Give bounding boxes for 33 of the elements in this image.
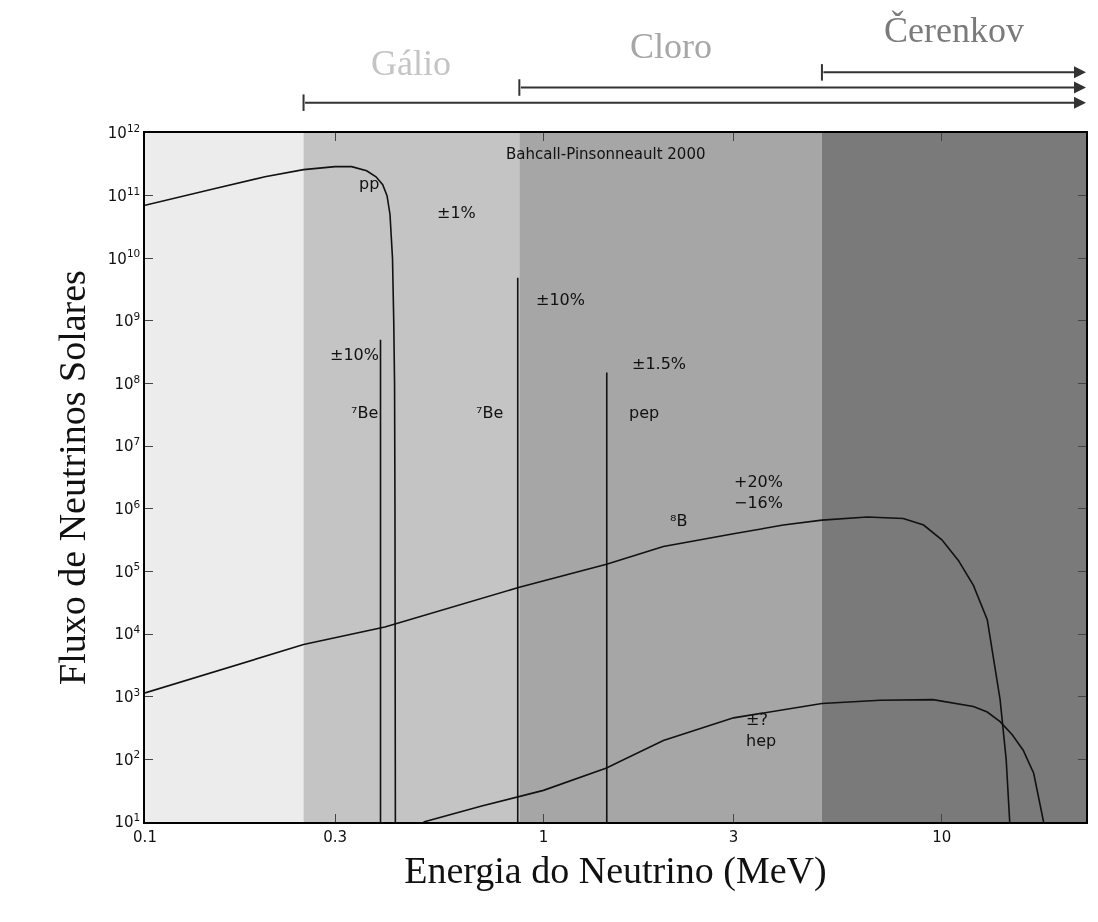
annotation: pp <box>359 174 380 193</box>
annotation: Bahcall-Pinsonneault 2000 <box>506 145 706 163</box>
y-tick-label: 10$^{3}$ <box>114 685 141 706</box>
x-axis-title: Energia do Neutrino (MeV) <box>404 849 827 893</box>
band-label: Gálio <box>371 43 451 83</box>
y-tick-label: 10$^{2}$ <box>114 748 141 769</box>
x-tick-label: 10 <box>932 827 952 846</box>
annotation: ⁷Be <box>476 403 504 422</box>
y-tick-label: 10$^{11}$ <box>107 184 141 205</box>
band-label: Cloro <box>630 26 713 66</box>
y-tick-label: 10$^{5}$ <box>114 560 141 581</box>
y-tick-label: 10$^{9}$ <box>114 309 141 331</box>
y-axis-title: Fluxo de Neutrinos Solares <box>51 270 94 685</box>
x-tick-label: 1 <box>538 827 549 846</box>
y-tick-label: 10$^{6}$ <box>114 497 141 519</box>
band-label: Čerenkov <box>884 10 1024 50</box>
y-tick-label: 10$^{10}$ <box>107 247 141 268</box>
annotation: pep <box>629 403 660 422</box>
annotation: ±10% <box>330 345 379 364</box>
annotation: ±10% <box>536 290 585 309</box>
y-tick-label: 10$^{7}$ <box>114 435 141 456</box>
annotation: ±? hep <box>746 710 777 750</box>
y-tick-label: 10$^{4}$ <box>114 623 141 644</box>
x-tick-label: 3 <box>728 827 739 846</box>
x-tick-label: 0.1 <box>133 827 157 846</box>
y-tick-label: 10$^{12}$ <box>107 121 141 143</box>
annotation: ⁸B <box>670 511 688 530</box>
x-tick-label: 0.3 <box>323 827 348 846</box>
annotation: +20% −16% <box>734 472 783 512</box>
y-tick-label: 10$^{8}$ <box>114 372 141 393</box>
annotation: ±1% <box>437 203 476 222</box>
annotation: ⁷Be <box>351 403 379 422</box>
annotation: ±1.5% <box>632 354 687 373</box>
